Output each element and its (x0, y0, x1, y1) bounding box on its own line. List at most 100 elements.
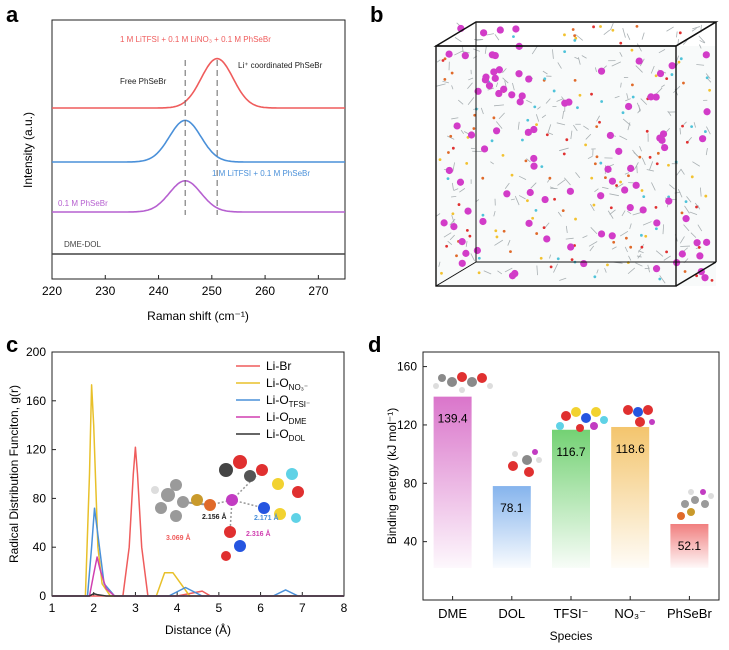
series-line-a-2 (52, 179, 345, 213)
md-bond (614, 95, 620, 99)
md-li-ion (450, 222, 458, 231)
md-bond (590, 203, 595, 211)
panel-a-y-axis-title: Intensity (a.u.) (21, 112, 35, 188)
md-bond (680, 168, 685, 175)
md-bond (596, 269, 599, 274)
dme-molecule-icon (433, 372, 493, 393)
md-li-ion (632, 181, 640, 189)
md-atom (443, 57, 447, 61)
md-li-ion (701, 274, 709, 282)
md-atom (565, 138, 569, 142)
md-bond (624, 246, 628, 253)
y-tick-label: 0 (39, 589, 46, 603)
md-bond (451, 182, 454, 191)
md-bond (552, 49, 554, 59)
rdf-line-2 (52, 507, 344, 597)
md-li-ion (530, 162, 538, 170)
md-li-ion (440, 219, 448, 227)
md-atom (630, 48, 634, 52)
md-bond (677, 188, 683, 198)
md-atom (678, 31, 682, 35)
md-bond (451, 195, 457, 198)
legend-label: Li-ODME (266, 410, 306, 426)
md-li-ion (495, 66, 503, 74)
x-category-label: DME (438, 606, 467, 621)
annotation-free-phsebr: Free PhSeBr (120, 77, 167, 86)
md-bond (596, 115, 600, 122)
md-bond (642, 221, 652, 226)
md-bond (493, 104, 504, 107)
x-category-label: NO₃⁻ (614, 606, 646, 621)
md-bond (495, 82, 499, 88)
md-atom (561, 209, 565, 213)
md-atom (451, 146, 455, 150)
bar-value-label: 139.4 (438, 412, 468, 426)
md-bond (447, 240, 453, 246)
md-atom (535, 123, 538, 127)
md-atom (502, 229, 506, 233)
md-atom (552, 89, 556, 93)
md-li-ion (606, 131, 615, 140)
md-bond (577, 57, 581, 65)
md-bond (609, 193, 619, 197)
md-atom (695, 205, 698, 209)
md-bond (622, 118, 631, 126)
md-bond (635, 262, 643, 267)
phsebr-molecule-icon (677, 489, 714, 520)
md-bond (451, 117, 459, 120)
md-bond (443, 232, 452, 238)
legend-label: Li-ODOL (266, 427, 306, 443)
md-bond (526, 158, 531, 163)
md-bond (662, 224, 665, 235)
rdf-line-1 (52, 384, 344, 597)
md-atom (593, 162, 597, 166)
md-bond (541, 114, 547, 119)
md-atom (553, 197, 556, 201)
md-bond (621, 210, 626, 217)
md-li-ion (703, 108, 711, 116)
x-tick-label: 270 (308, 284, 328, 298)
md-bond (699, 40, 705, 44)
md-li-ion (653, 219, 661, 227)
md-atom (438, 158, 442, 161)
md-bond (585, 133, 592, 140)
md-li-ion (627, 164, 635, 173)
md-bond (637, 244, 645, 253)
md-bond (582, 235, 588, 239)
md-bond (502, 77, 509, 84)
md-bond (454, 50, 464, 56)
md-atom (665, 250, 668, 254)
md-atom (598, 120, 601, 124)
md-li-ion (699, 135, 707, 143)
md-bond (594, 67, 597, 72)
md-bond (537, 106, 541, 110)
md-bond (696, 64, 705, 66)
x-tick-label: 4 (174, 601, 181, 615)
bar-TFSI⁻ (552, 429, 590, 568)
y-tick-label: 40 (33, 540, 47, 554)
md-li-ion (597, 67, 606, 75)
md-bond (626, 93, 629, 100)
md-bond (641, 157, 646, 166)
rdf-line-4 (52, 592, 344, 597)
md-bond (438, 261, 441, 267)
x-tick-label: 3 (132, 601, 139, 615)
panel-c-x-axis-title: Distance (Å) (165, 622, 231, 637)
md-atom (440, 271, 443, 275)
md-li-ion (525, 219, 533, 227)
md-atom (640, 189, 644, 192)
md-bond (663, 255, 671, 261)
md-bond (694, 202, 700, 209)
md-atom (619, 41, 623, 45)
md-atom (584, 143, 588, 147)
md-bond (507, 239, 511, 246)
md-bond (452, 162, 455, 172)
md-bond (639, 146, 642, 152)
panel-a-reference-lines (184, 60, 218, 215)
md-bond (619, 135, 628, 141)
md-bond (542, 70, 548, 75)
md-bond (459, 188, 466, 193)
md-bond (545, 98, 551, 104)
md-atom (680, 211, 684, 215)
md-atom (630, 83, 634, 87)
